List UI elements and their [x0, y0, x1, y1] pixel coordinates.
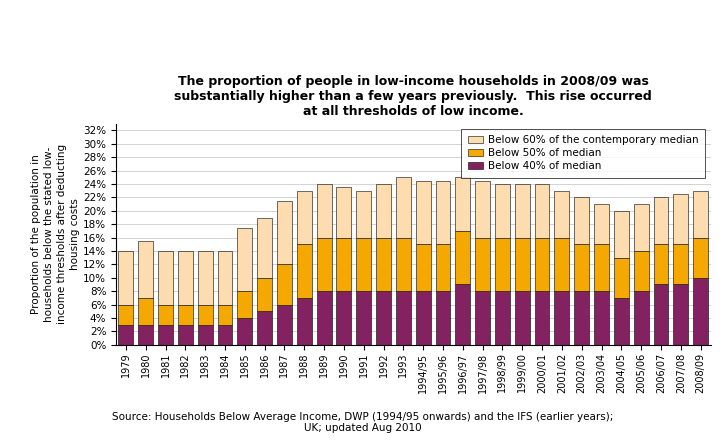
Bar	[594, 244, 609, 291]
Bar	[515, 184, 530, 238]
Bar	[653, 244, 668, 285]
Bar	[317, 184, 331, 238]
Bar	[515, 238, 530, 291]
Bar	[396, 177, 411, 238]
Bar	[415, 291, 431, 345]
Bar	[336, 187, 352, 238]
Bar	[534, 238, 550, 291]
Bar	[475, 291, 490, 345]
Bar	[118, 305, 133, 325]
Bar	[495, 238, 510, 291]
Bar	[198, 251, 212, 305]
Bar	[317, 291, 331, 345]
Bar	[574, 198, 589, 244]
Bar	[614, 298, 629, 345]
Bar	[693, 278, 708, 345]
Bar	[118, 251, 133, 305]
Bar	[257, 217, 272, 278]
Bar	[178, 305, 193, 325]
Bar	[436, 291, 450, 345]
Bar	[237, 318, 252, 345]
Bar	[237, 291, 252, 318]
Bar	[198, 305, 212, 325]
Bar	[555, 238, 569, 291]
Bar	[158, 325, 173, 345]
Bar	[634, 251, 649, 291]
Bar	[277, 201, 292, 264]
Bar	[376, 184, 391, 238]
Bar	[436, 244, 450, 291]
Bar	[277, 305, 292, 345]
Bar	[674, 285, 688, 345]
Bar	[237, 228, 252, 291]
Bar	[376, 238, 391, 291]
Bar	[475, 181, 490, 238]
Bar	[396, 291, 411, 345]
Bar	[415, 244, 431, 291]
Bar	[336, 238, 352, 291]
Bar	[336, 291, 352, 345]
Bar	[297, 298, 312, 345]
Bar	[356, 291, 371, 345]
Bar	[674, 194, 688, 244]
Bar	[257, 278, 272, 311]
Bar	[317, 238, 331, 291]
Text: Source: Households Below Average Income, DWP (1994/95 onwards) and the IFS (earl: Source: Households Below Average Income,…	[112, 412, 613, 433]
Bar	[614, 211, 629, 258]
Bar	[634, 291, 649, 345]
Bar	[118, 325, 133, 345]
Title: The proportion of people in low-income households in 2008/09 was
substantially h: The proportion of people in low-income h…	[175, 76, 652, 118]
Bar	[653, 285, 668, 345]
Bar	[475, 238, 490, 291]
Bar	[495, 291, 510, 345]
Bar	[555, 191, 569, 238]
Bar	[455, 285, 471, 345]
Bar	[534, 184, 550, 238]
Bar	[534, 291, 550, 345]
Bar	[138, 241, 153, 298]
Bar	[198, 325, 212, 345]
Bar	[356, 191, 371, 238]
Bar	[574, 244, 589, 291]
Bar	[436, 181, 450, 244]
Bar	[138, 325, 153, 345]
Bar	[138, 298, 153, 325]
Bar	[515, 291, 530, 345]
Bar	[455, 231, 471, 285]
Bar	[218, 251, 233, 305]
Bar	[634, 204, 649, 251]
Bar	[674, 244, 688, 285]
Bar	[277, 264, 292, 305]
Bar	[396, 238, 411, 291]
Bar	[693, 238, 708, 278]
Bar	[218, 305, 233, 325]
Bar	[297, 244, 312, 298]
Bar	[594, 204, 609, 244]
Bar	[158, 305, 173, 325]
Legend: Below 60% of the contemporary median, Below 50% of median, Below 40% of median: Below 60% of the contemporary median, Be…	[461, 129, 705, 178]
Bar	[158, 251, 173, 305]
Bar	[495, 184, 510, 238]
Bar	[614, 258, 629, 298]
Bar	[455, 177, 471, 231]
Bar	[218, 325, 233, 345]
Bar	[574, 291, 589, 345]
Bar	[415, 181, 431, 244]
Bar	[356, 238, 371, 291]
Bar	[693, 191, 708, 238]
Bar	[178, 251, 193, 305]
Bar	[376, 291, 391, 345]
Bar	[594, 291, 609, 345]
Bar	[297, 191, 312, 244]
Bar	[555, 291, 569, 345]
Bar	[257, 311, 272, 345]
Bar	[653, 198, 668, 244]
Bar	[178, 325, 193, 345]
Y-axis label: Proportion of the population in
households below the stated low-
income threshol: Proportion of the population in househol…	[30, 144, 80, 324]
